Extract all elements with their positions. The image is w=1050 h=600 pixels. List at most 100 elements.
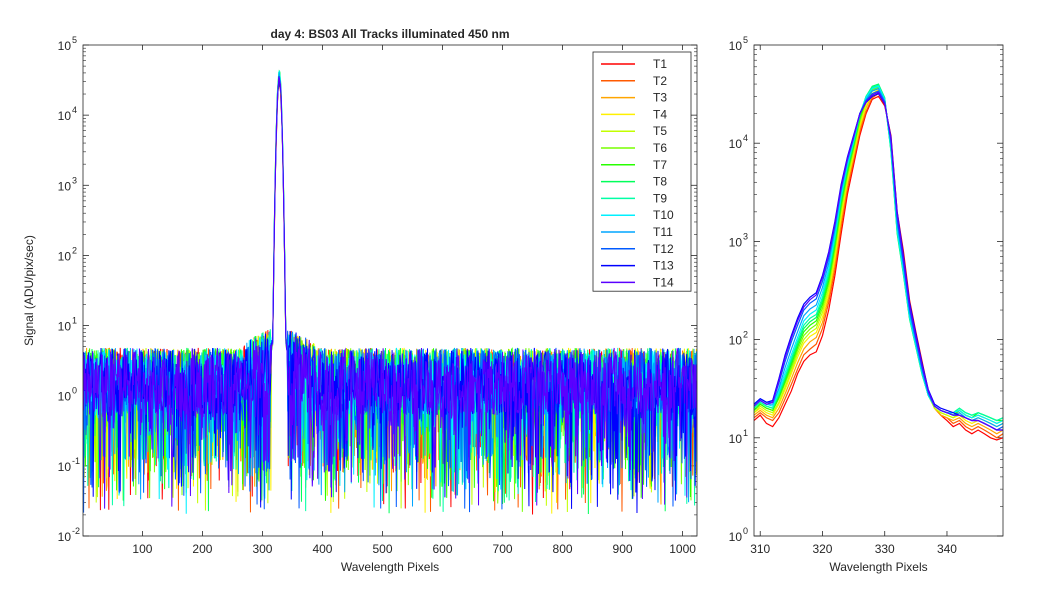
- legend-item: T4: [601, 107, 667, 121]
- legend-label: T13: [653, 259, 674, 273]
- legend-item: T13: [601, 259, 674, 273]
- y-tick-base: 10: [58, 179, 72, 193]
- legend-item: T6: [601, 141, 667, 155]
- y-tick-base: 10: [58, 390, 72, 404]
- legend-label: T6: [653, 141, 667, 155]
- y-tick-exponent: 2: [72, 245, 77, 255]
- legend-label: T5: [653, 124, 667, 138]
- legend-label: T7: [653, 158, 667, 172]
- y-tick-base: 10: [729, 235, 743, 249]
- y-tick-base: 10: [58, 530, 72, 544]
- axes-box: [82, 44, 698, 537]
- x-tick-label: 200: [192, 542, 212, 556]
- y-tick-label: 10 -1: [58, 456, 80, 474]
- y-tick-base: 10: [729, 334, 743, 348]
- legend-item: T12: [601, 242, 674, 256]
- y-tick-exponent: -1: [72, 456, 80, 466]
- y-tick-exponent: 5: [743, 35, 748, 45]
- series-line-t10: [754, 85, 1003, 425]
- legend-item: T3: [601, 91, 667, 105]
- y-tick-label: 10 -2: [58, 526, 80, 544]
- legend-label: T14: [653, 275, 674, 289]
- legend-item: T2: [601, 74, 667, 88]
- y-tick-label: 10 5: [729, 35, 748, 53]
- y-tick-exponent: 1: [72, 316, 77, 326]
- y-axis-label: Signal (ADU/pix/sec): [22, 235, 36, 346]
- y-tick-label: 10 5: [58, 35, 77, 53]
- legend-label: T8: [653, 175, 667, 189]
- y-tick-label: 10 3: [58, 175, 77, 193]
- y-tick-exponent: 4: [72, 105, 77, 115]
- x-tick-label: 600: [433, 542, 453, 556]
- x-tick-label: 900: [613, 542, 633, 556]
- x-tick-label: 340: [937, 542, 957, 556]
- y-tick-exponent: 1: [743, 428, 748, 438]
- legend-label: T2: [653, 74, 667, 88]
- series-line-t1: [754, 95, 1003, 441]
- legend-label: T12: [653, 242, 674, 256]
- x-tick-label: 400: [312, 542, 332, 556]
- y-tick-label: 10 0: [58, 386, 77, 404]
- y-tick-exponent: 3: [72, 175, 77, 185]
- y-tick-exponent: 5: [72, 35, 77, 45]
- chart-title: day 4: BS03 All Tracks illuminated 450 n…: [271, 27, 510, 41]
- y-tick-base: 10: [729, 432, 743, 446]
- legend-label: T10: [653, 208, 674, 222]
- x-tick-label: 300: [252, 542, 272, 556]
- y-tick-base: 10: [729, 39, 743, 53]
- series-line-t14: [83, 75, 697, 509]
- y-tick-exponent: 4: [743, 133, 748, 143]
- series-line-t9: [754, 84, 1003, 422]
- series-lines: [754, 83, 1003, 441]
- legend-item: T5: [601, 124, 667, 138]
- y-tick-label: 10 2: [58, 245, 77, 263]
- legend-label: T4: [653, 107, 667, 121]
- x-tick-label: 330: [875, 542, 895, 556]
- x-tick-label: 500: [372, 542, 392, 556]
- legend-item: T8: [601, 175, 667, 189]
- legend-item: T11: [601, 225, 673, 239]
- y-tick-base: 10: [58, 249, 72, 263]
- y-tick-label: 10 0: [729, 526, 748, 544]
- legend-item: T14: [601, 275, 674, 289]
- y-tick-base: 10: [58, 320, 72, 334]
- x-tick-label: 100: [132, 542, 152, 556]
- legend-item: T1: [601, 57, 667, 71]
- legend-item: T7: [601, 158, 667, 172]
- y-tick-label: 10 1: [58, 316, 77, 334]
- legend-label: T11: [653, 225, 673, 239]
- legend-label: T3: [653, 91, 667, 105]
- legend-item: T10: [601, 208, 674, 222]
- y-tick-exponent: -2: [72, 526, 80, 536]
- y-tick-base: 10: [58, 460, 72, 474]
- legend-item: T9: [601, 191, 667, 205]
- y-tick-label: 10 2: [729, 330, 748, 348]
- x-tick-label: 1000: [669, 542, 696, 556]
- plot-area: [754, 45, 1003, 536]
- y-tick-base: 10: [58, 109, 72, 123]
- y-tick-base: 10: [58, 39, 72, 53]
- axes-box: [753, 44, 1004, 537]
- y-tick-exponent: 3: [743, 231, 748, 241]
- y-tick-label: 10 3: [729, 231, 748, 249]
- legend-box: [592, 51, 692, 292]
- y-tick-exponent: 2: [743, 330, 748, 340]
- series-line-t14: [754, 91, 1003, 431]
- x-tick-label: 320: [812, 542, 832, 556]
- legend: T1 T2 T3 T4 T5 T6 T7 T8 T9 T10 T11 T12 T13 T14: [592, 51, 692, 292]
- y-tick-base: 10: [729, 137, 743, 151]
- series-lines: [83, 69, 697, 515]
- legend-label: T1: [653, 57, 667, 71]
- y-tick-exponent: 0: [743, 526, 748, 536]
- y-tick-label: 10 4: [729, 133, 748, 151]
- y-tick-base: 10: [729, 530, 743, 544]
- x-tick-label: 700: [493, 542, 513, 556]
- series-line-t11: [754, 87, 1003, 428]
- y-tick-label: 10 4: [58, 105, 77, 123]
- y-tick-label: 10 1: [729, 428, 748, 446]
- y-tick-exponent: 0: [72, 386, 77, 396]
- x-tick-label: 310: [750, 542, 770, 556]
